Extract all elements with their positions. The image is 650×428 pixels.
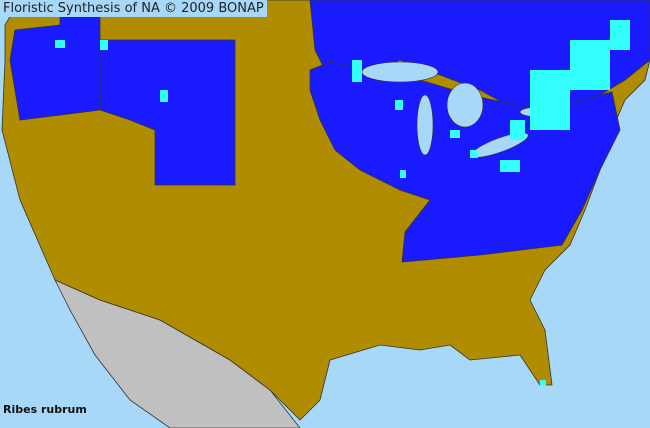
species-label: Ribes rubrum [3,403,87,416]
present-region-rockies [99,39,236,186]
native-county-patches [55,20,630,386]
map-title: Floristic Synthesis of NA © 2009 BONAP [0,0,267,17]
